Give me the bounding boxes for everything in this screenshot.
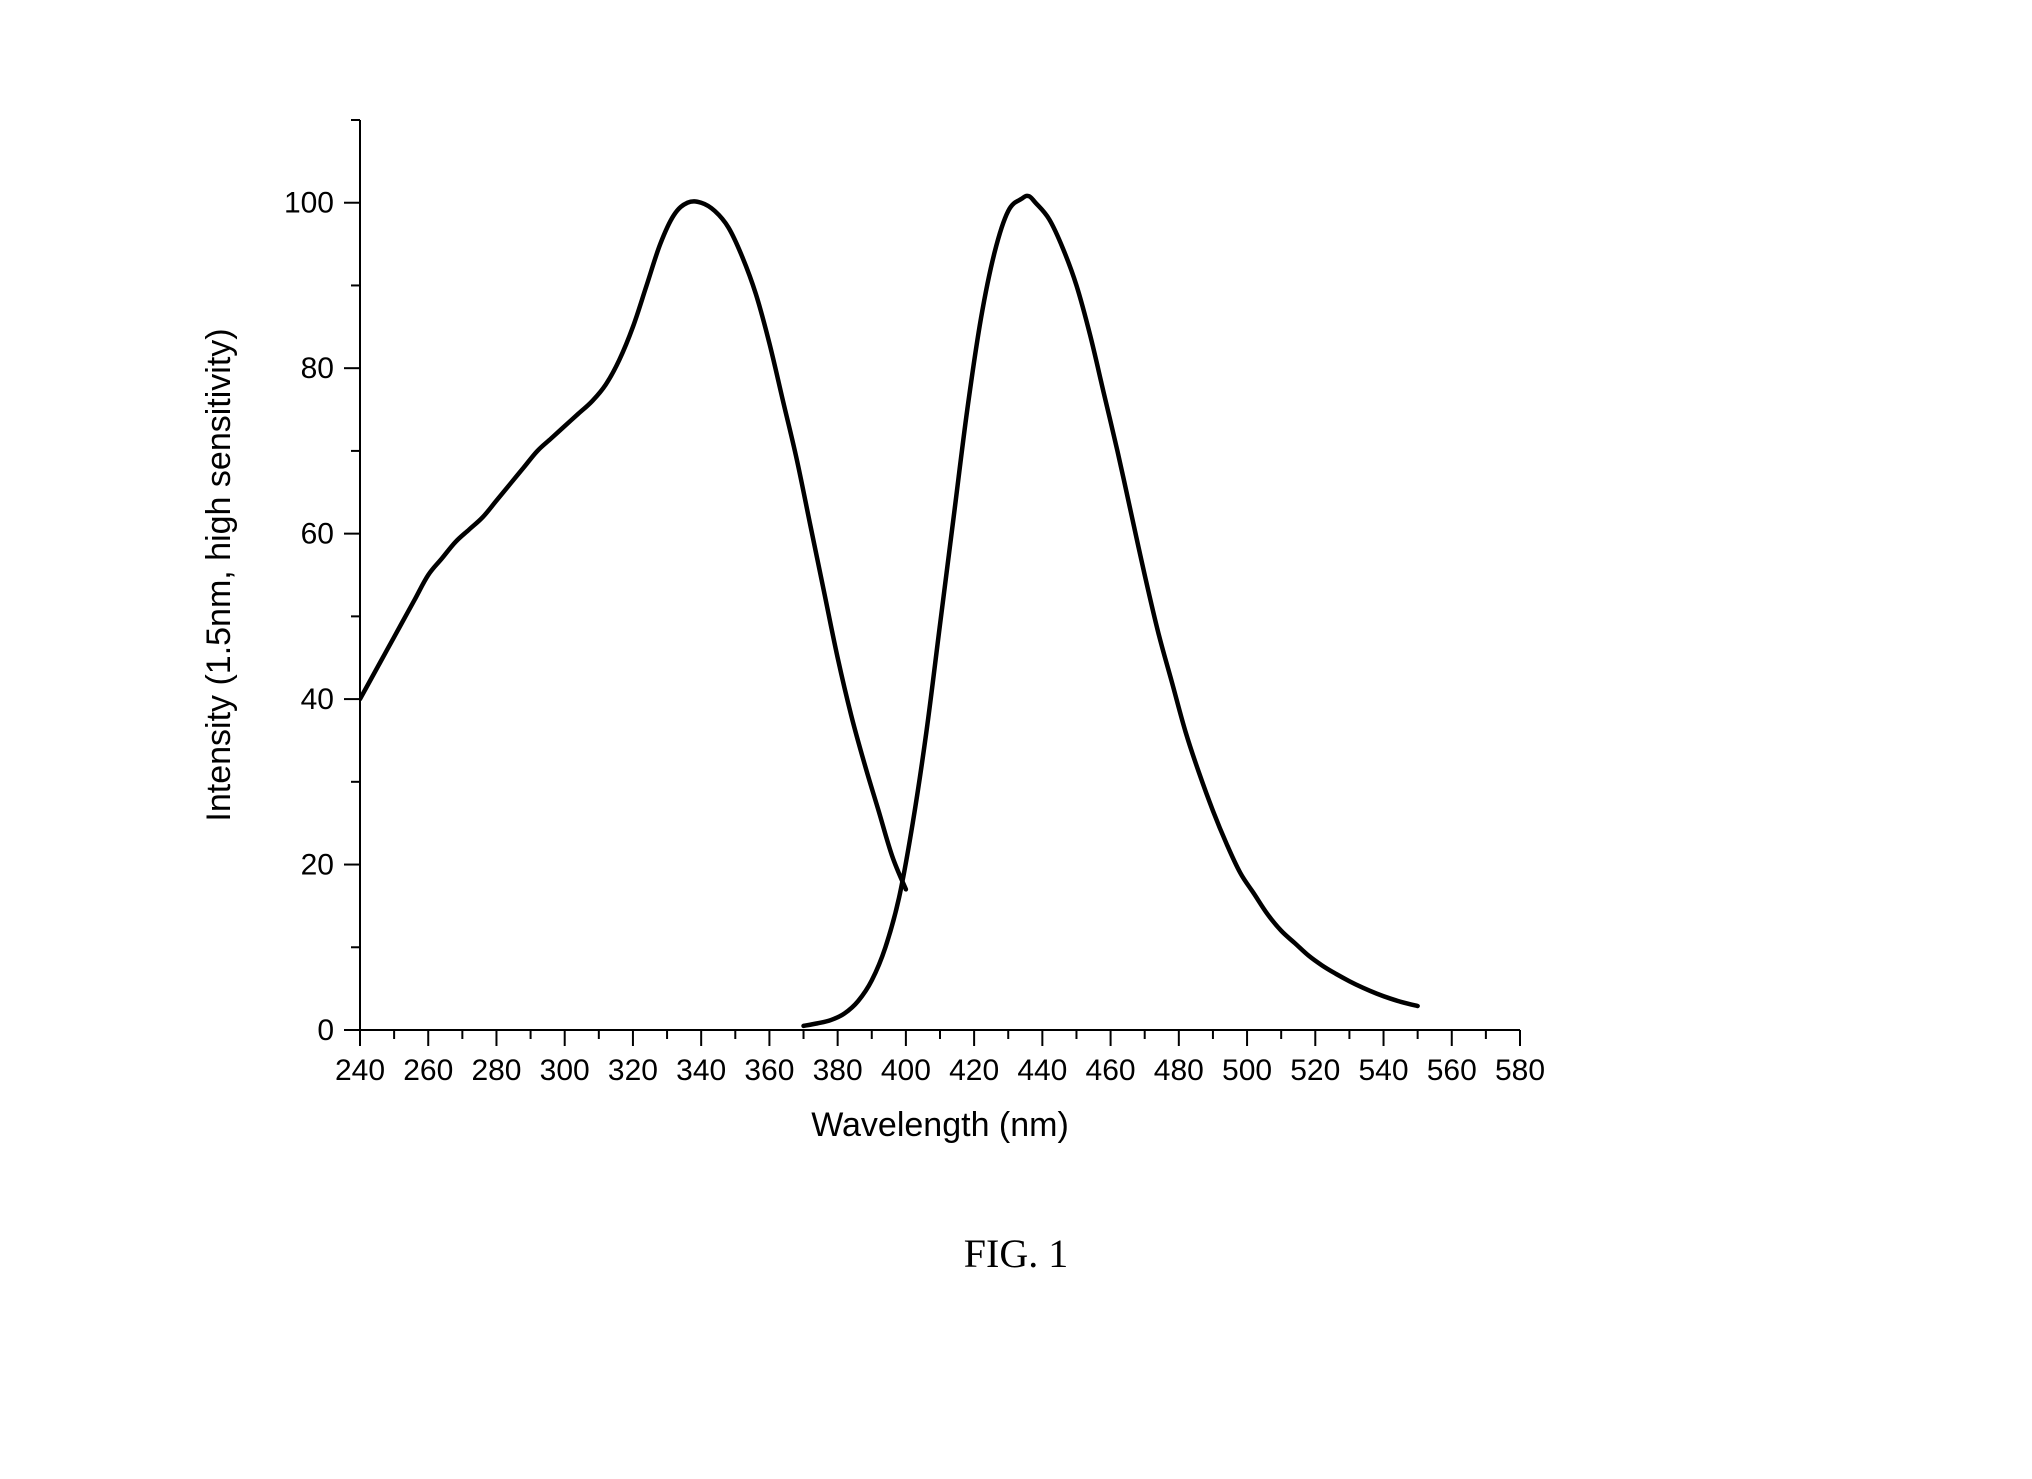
- y-tick-label: 100: [284, 187, 334, 220]
- x-tick-label: 360: [744, 1054, 794, 1087]
- x-tick-label: 340: [676, 1054, 726, 1087]
- x-tick-label: 420: [949, 1054, 999, 1087]
- y-tick-label: 40: [301, 683, 334, 716]
- x-tick-label: 400: [881, 1054, 931, 1087]
- x-tick-label: 460: [1086, 1054, 1136, 1087]
- spectrum-chart: 0 20 40 60 80 100 240 260 280 300 320 340 360 380 400 4…: [140, 90, 1590, 1160]
- series-excitation: [360, 201, 906, 889]
- y-tick-label: 80: [301, 352, 334, 385]
- x-tick-label: 500: [1222, 1054, 1272, 1087]
- y-tick-label: 20: [301, 849, 334, 882]
- figure-caption: FIG. 1: [0, 1230, 2032, 1277]
- x-tick-label: 540: [1358, 1054, 1408, 1087]
- x-tick-label: 300: [540, 1054, 590, 1087]
- x-tick-label: 480: [1154, 1054, 1204, 1087]
- page: 0 20 40 60 80 100 240 260 280 300 320 340 360 380 400 4…: [0, 0, 2032, 1479]
- x-tick-label: 320: [608, 1054, 658, 1087]
- x-tick-label: 380: [813, 1054, 863, 1087]
- y-tick-label: 0: [317, 1014, 334, 1047]
- x-tick-label: 520: [1290, 1054, 1340, 1087]
- x-tick-label: 260: [403, 1054, 453, 1087]
- x-tick-label: 240: [335, 1054, 385, 1087]
- x-tick-label: 560: [1427, 1054, 1477, 1087]
- series-emission: [804, 196, 1418, 1026]
- x-tick-label: 440: [1017, 1054, 1067, 1087]
- y-tick-label: 60: [301, 518, 334, 551]
- x-tick-label: 580: [1495, 1054, 1545, 1087]
- x-tick-label: 280: [471, 1054, 521, 1087]
- y-axis-label: Intensity (1.5nm, high sensitivity): [200, 328, 238, 821]
- x-axis-label: Wavelength (nm): [811, 1106, 1069, 1144]
